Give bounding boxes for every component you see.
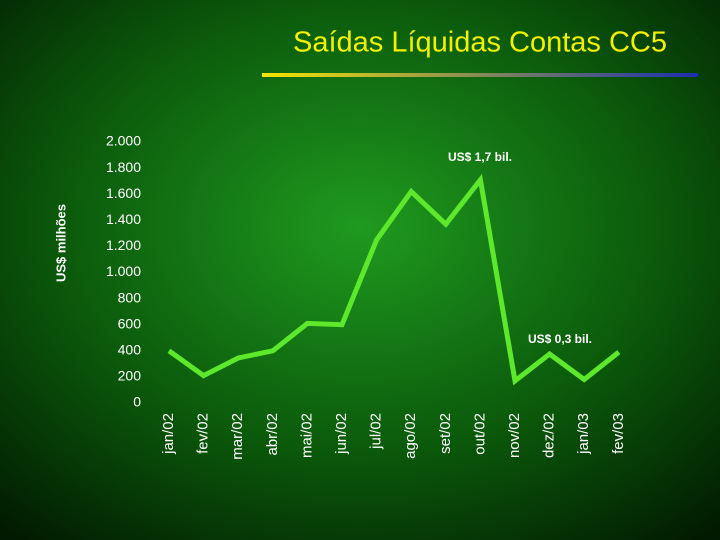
annotation: US$ 1,7 bil. bbox=[448, 150, 512, 164]
y-tick-label: 0 bbox=[133, 394, 141, 410]
y-tick-label: 800 bbox=[118, 289, 142, 305]
x-tick-label: out/02 bbox=[471, 413, 488, 455]
title-rule bbox=[262, 73, 698, 77]
x-tick-label: abr/02 bbox=[264, 413, 281, 456]
x-tick-label: fev/03 bbox=[610, 413, 627, 454]
x-tick-label: jun/02 bbox=[333, 413, 350, 455]
x-tick-label: mar/02 bbox=[229, 413, 246, 460]
x-tick-label: ago/02 bbox=[402, 413, 419, 459]
y-tick-label: 1.000 bbox=[106, 263, 141, 279]
x-tick-label: fev/02 bbox=[195, 413, 212, 454]
y-tick-label: 1.800 bbox=[106, 159, 141, 175]
x-tick-label: nov/02 bbox=[506, 413, 523, 458]
y-tick-label: 200 bbox=[118, 368, 142, 384]
y-tick-label: 2.000 bbox=[106, 133, 141, 149]
x-tick-label: jan/03 bbox=[575, 413, 592, 455]
x-tick-label: set/02 bbox=[437, 413, 454, 454]
x-tick-label: dez/02 bbox=[541, 413, 558, 458]
y-tick-label: 1.400 bbox=[106, 211, 141, 227]
y-tick-label: 400 bbox=[118, 342, 142, 358]
y-tick-label: 1.200 bbox=[106, 237, 141, 253]
x-tick-label: jan/02 bbox=[160, 413, 177, 455]
x-tick-label: jul/02 bbox=[368, 413, 385, 450]
y-tick-label: 600 bbox=[118, 315, 142, 331]
x-tick-label: mai/02 bbox=[298, 413, 315, 458]
y-axis-label: US$ milhões bbox=[53, 204, 68, 282]
annotation: US$ 0,3 bil. bbox=[528, 332, 592, 346]
y-tick-label: 1.600 bbox=[106, 185, 141, 201]
data-line bbox=[167, 173, 621, 386]
chart-title: Saídas Líquidas Contas CC5 bbox=[293, 27, 667, 59]
